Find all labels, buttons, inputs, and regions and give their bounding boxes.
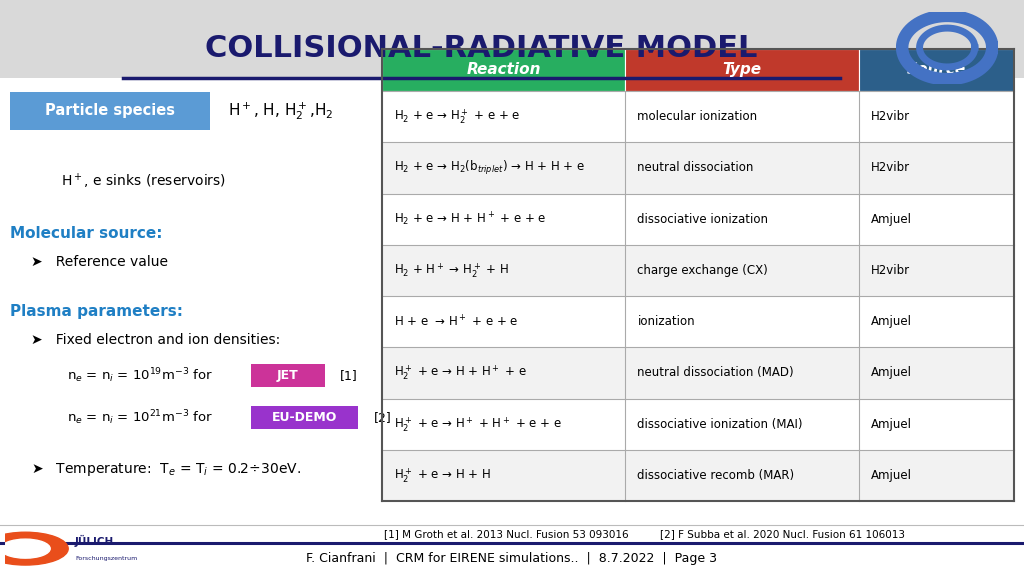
Text: H$_2^+$ + e → H + H$^+$ + e: H$_2^+$ + e → H + H$^+$ + e [394, 363, 527, 382]
Text: Plasma parameters:: Plasma parameters: [10, 304, 183, 319]
Text: ➤   Reference value: ➤ Reference value [31, 255, 168, 269]
Bar [251, 406, 358, 429]
Text: H$_2$ + e → H$_2^+$ + e + e: H$_2$ + e → H$_2^+$ + e + e [394, 107, 520, 126]
Text: ionization: ionization [638, 315, 695, 328]
Text: H$_2$ + H$^+$ → H$_2^+$ + H: H$_2$ + H$^+$ → H$_2^+$ + H [394, 261, 509, 280]
Text: Amjuel: Amjuel [871, 315, 912, 328]
Text: ➤   Temperature:  T$_e$ = T$_i$ = 0.2÷30eV.: ➤ Temperature: T$_e$ = T$_i$ = 0.2÷30eV. [31, 461, 301, 478]
Text: Reaction: Reaction [466, 62, 541, 78]
Text: Amjuel: Amjuel [871, 418, 912, 431]
Text: JET: JET [276, 369, 299, 382]
Text: [1] M Groth et al. 2013 Nucl. Fusion 53 093016: [1] M Groth et al. 2013 Nucl. Fusion 53 … [384, 529, 629, 539]
Bar [0, 0, 1024, 78]
Text: H$_2$ + e → H$_2$(b$_{triplet}$) → H + H + e: H$_2$ + e → H$_2$(b$_{triplet}$) → H + H… [394, 159, 585, 177]
Text: F. Cianfrani  |  CRM for EIRENE simulations..  |  8.7.2022  |  Page 3: F. Cianfrani | CRM for EIRENE simulation… [306, 552, 718, 565]
Bar [382, 91, 1014, 142]
Bar [382, 296, 1014, 347]
Text: Amjuel: Amjuel [871, 213, 912, 226]
Bar [382, 399, 1014, 450]
Text: H$^+$, e sinks (reservoirs): H$^+$, e sinks (reservoirs) [61, 172, 226, 191]
Text: n$_e$ = n$_i$ = 10$^{21}$m$^{-3}$ for: n$_e$ = n$_i$ = 10$^{21}$m$^{-3}$ for [67, 408, 212, 427]
Text: dissociative ionization (MAI): dissociative ionization (MAI) [638, 418, 803, 431]
Text: molecular ionization: molecular ionization [638, 110, 758, 123]
Text: Source: Source [906, 62, 966, 78]
Text: H$_2^+$ + e → H + H: H$_2^+$ + e → H + H [394, 466, 492, 485]
Bar [10, 92, 210, 130]
Circle shape [1, 539, 50, 558]
Text: H$^+$, H, H$_2^+$,H$_2$: H$^+$, H, H$_2^+$,H$_2$ [228, 100, 334, 122]
Text: H2vibr: H2vibr [871, 264, 910, 277]
Text: charge exchange (CX): charge exchange (CX) [638, 264, 768, 277]
Text: [1]: [1] [340, 369, 357, 382]
Circle shape [0, 532, 69, 565]
Bar [251, 364, 325, 387]
Text: Forschungszentrum: Forschungszentrum [75, 556, 137, 560]
Bar [382, 49, 626, 91]
Bar [382, 194, 1014, 245]
Bar [0, 78, 1024, 527]
Text: H + e  → H$^+$ + e + e: H + e → H$^+$ + e + e [394, 314, 518, 329]
Text: JÜLICH: JÜLICH [75, 535, 115, 547]
Text: Amjuel: Amjuel [871, 469, 912, 482]
Text: H2vibr: H2vibr [871, 161, 910, 175]
Bar [382, 142, 1014, 194]
Text: dissociative ionization: dissociative ionization [638, 213, 768, 226]
Text: COLLISIONAL-RADIATIVE MODEL: COLLISIONAL-RADIATIVE MODEL [205, 35, 758, 63]
Bar [382, 245, 1014, 296]
Text: n$_e$ = n$_i$ = 10$^{19}$m$^{-3}$ for: n$_e$ = n$_i$ = 10$^{19}$m$^{-3}$ for [67, 366, 212, 385]
Text: [2] F Subba et al. 2020 Nucl. Fusion 61 106013: [2] F Subba et al. 2020 Nucl. Fusion 61 … [660, 529, 905, 539]
Text: Type: Type [723, 62, 762, 78]
Bar [626, 49, 859, 91]
Text: [2]: [2] [374, 411, 391, 424]
Text: neutral dissociation: neutral dissociation [638, 161, 754, 175]
Text: H$_2$ + e → H + H$^+$ + e + e: H$_2$ + e → H + H$^+$ + e + e [394, 210, 547, 228]
Text: Molecular source:: Molecular source: [10, 226, 163, 241]
Text: EU-DEMO: EU-DEMO [272, 411, 337, 424]
Text: dissociative recomb (MAR): dissociative recomb (MAR) [638, 469, 795, 482]
Bar [382, 450, 1014, 501]
Text: H2vibr: H2vibr [871, 110, 910, 123]
Text: H$_2^+$ + e → H$^+$ + H$^+$ + e + e: H$_2^+$ + e → H$^+$ + H$^+$ + e + e [394, 415, 562, 434]
Text: ➤   Fixed electron and ion densities:: ➤ Fixed electron and ion densities: [31, 333, 280, 347]
Text: Amjuel: Amjuel [871, 366, 912, 380]
Bar [859, 49, 1014, 91]
Bar [382, 347, 1014, 399]
Text: neutral dissociation (MAD): neutral dissociation (MAD) [638, 366, 794, 380]
Bar [0, 527, 1024, 576]
Text: Particle species: Particle species [45, 103, 175, 119]
